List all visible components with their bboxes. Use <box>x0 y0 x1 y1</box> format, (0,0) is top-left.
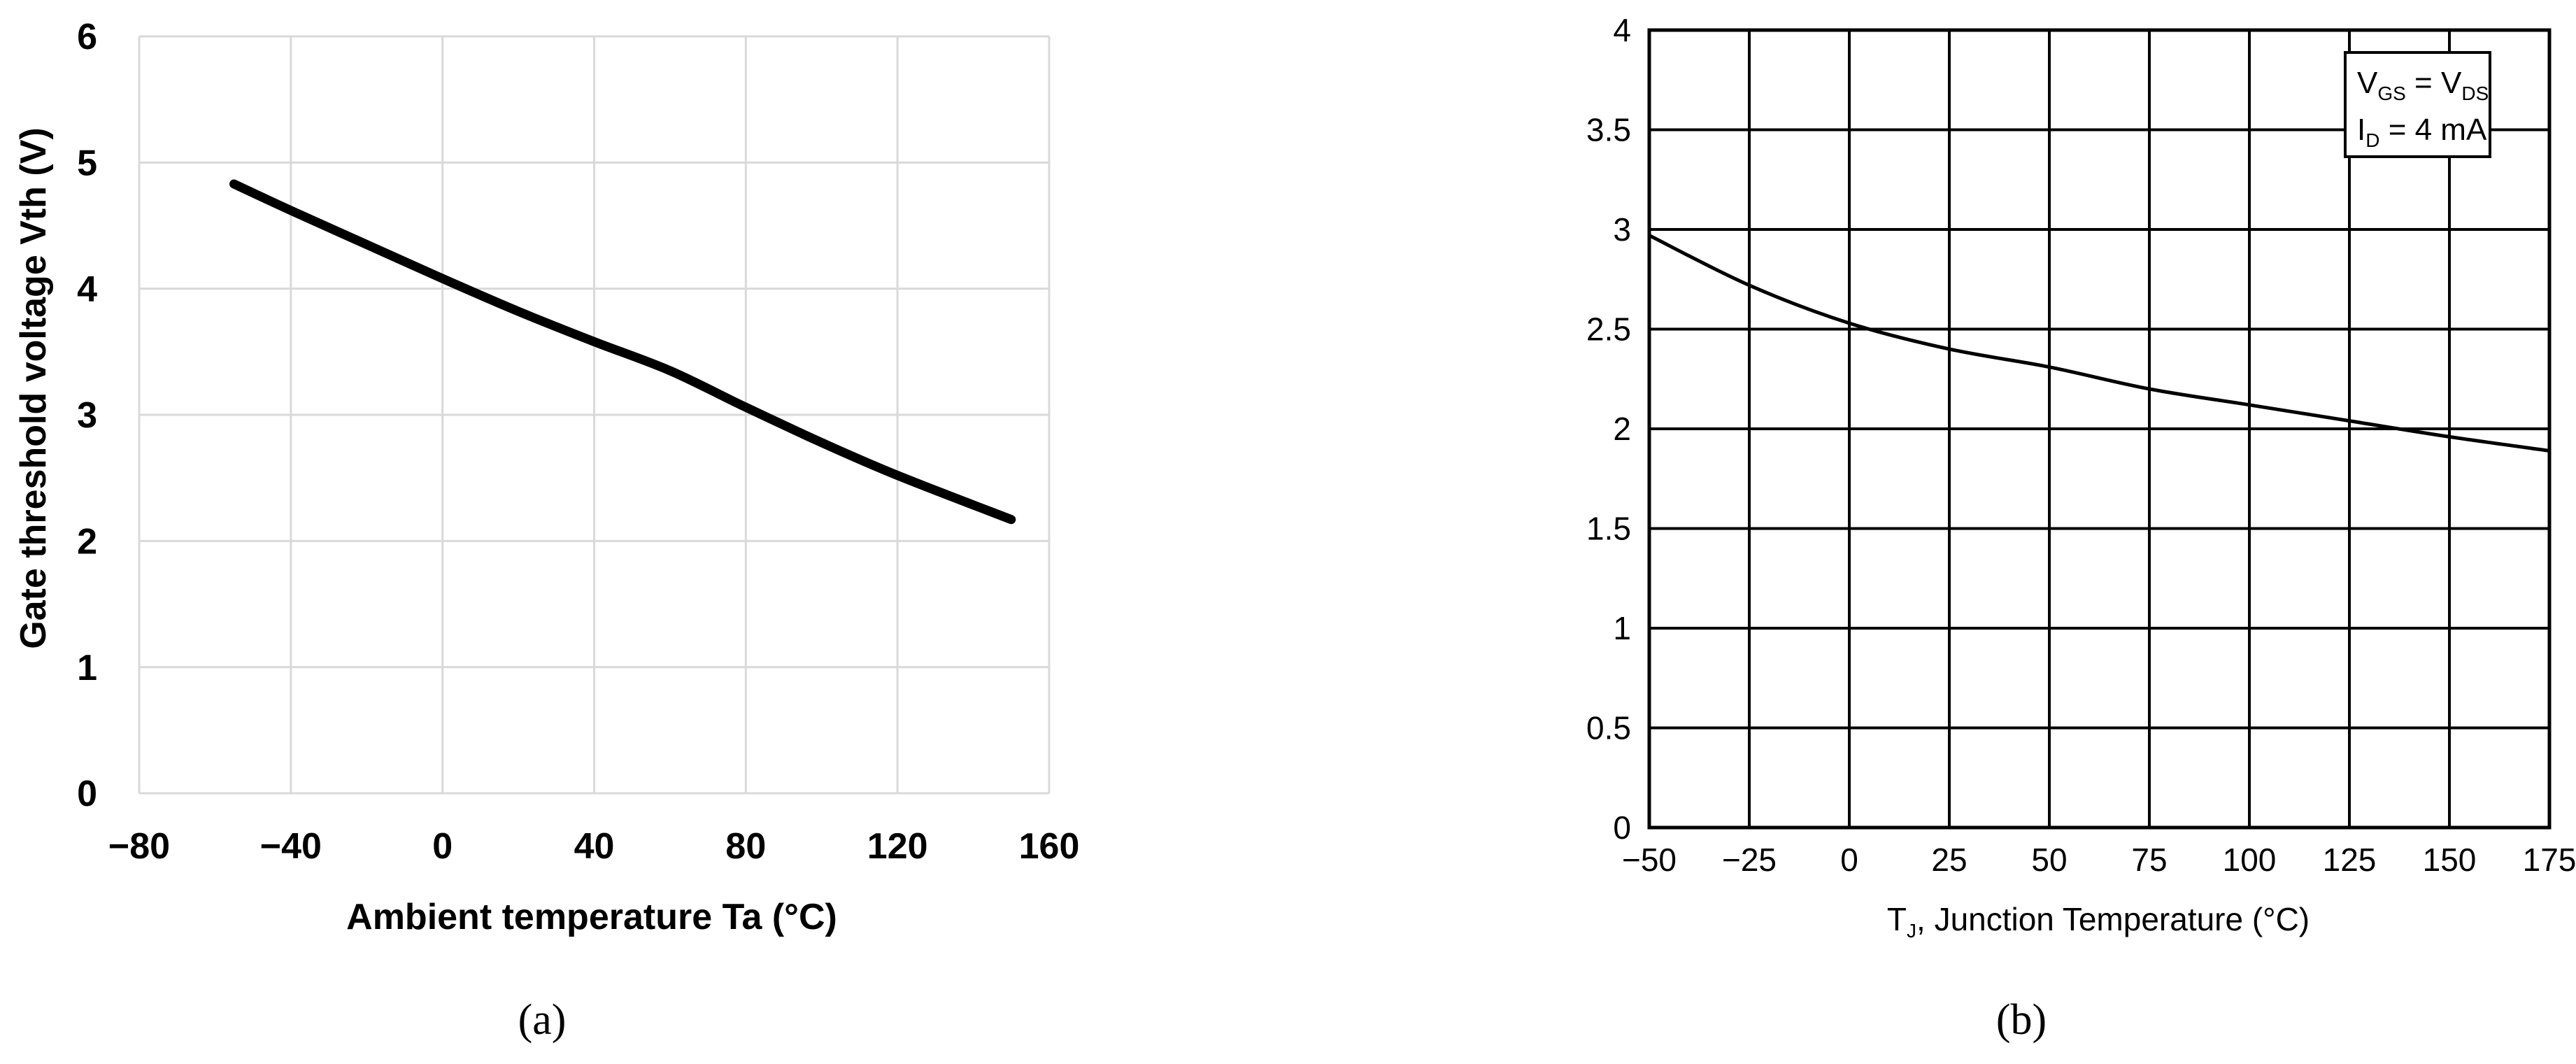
chart-a-y-tick-label: 0 <box>77 774 97 814</box>
chart-a-y-tick-label: 2 <box>77 522 97 562</box>
chart-a-x-tick-label: 0 <box>432 826 453 867</box>
chart-b-y-tick-label: 3 <box>1613 211 1631 248</box>
chart-a-y-tick-labels: 0 1 2 3 4 5 6 <box>77 17 97 814</box>
chart-a-x-tick-label: −40 <box>260 826 322 867</box>
chart-b-annotation-frame <box>2344 51 2491 158</box>
chart-a-x-tick-labels: −80 −40 0 40 80 120 160 <box>108 826 1079 867</box>
chart-b-x-tick-label: −25 <box>1722 842 1777 878</box>
chart-b-y-tick-label: 2 <box>1613 411 1631 447</box>
chart-a-x-tick-label: −80 <box>108 826 170 867</box>
chart-a-panel-label: (a) <box>518 996 567 1044</box>
chart-a-y-axis-label: Gate threshold voltage Vth (V) <box>13 127 54 648</box>
chart-a-series-line <box>229 179 1016 525</box>
chart-b-annotation-box: VGS = VDS ID = 4 mA <box>2344 51 2491 158</box>
chart-b-y-tick-label: 4 <box>1613 12 1631 48</box>
chart-b-x-tick-label: 100 <box>2223 842 2277 878</box>
chart-a-y-tick-label: 1 <box>77 648 97 688</box>
chart-a-x-tick-label: 40 <box>574 826 615 867</box>
chart-a-x-tick-label: 120 <box>867 826 928 867</box>
chart-b-y-tick-label: 0.5 <box>1586 710 1631 746</box>
chart-b-x-tick-labels: −50 −25 0 25 50 75 100 125 150 175 <box>1622 842 2576 878</box>
chart-a-x-tick-label: 80 <box>725 826 766 867</box>
chart-a: 0 1 2 3 4 5 6 −80 −40 0 40 80 120 160 Ambient temper… <box>13 17 1079 1044</box>
chart-b-x-tick-label: 25 <box>1931 842 1967 878</box>
chart-b-x-tick-label: −50 <box>1622 842 1677 878</box>
chart-a-y-tick-label: 6 <box>77 17 97 57</box>
chart-b-y-tick-label: 0 <box>1613 809 1631 846</box>
chart-b: 0 0.5 1 1.5 2 2.5 3 3.5 4 −50 −25 0 25 50 75 100 125 150… <box>1586 12 2576 1044</box>
chart-a-grid <box>138 35 1051 795</box>
chart-b-y-tick-label: 1 <box>1613 610 1631 646</box>
chart-a-y-tick-label: 5 <box>77 143 97 184</box>
chart-b-annotation-line2: ID = 4 mA <box>2357 113 2487 151</box>
chart-b-x-tick-label: 0 <box>1840 842 1858 878</box>
chart-a-y-tick-label: 3 <box>77 395 97 436</box>
chart-b-panel-label: (b) <box>1996 996 2047 1044</box>
chart-b-y-tick-label: 3.5 <box>1586 112 1631 148</box>
chart-b-series-line <box>1647 234 2552 453</box>
chart-b-x-tick-label: 150 <box>2423 842 2477 878</box>
chart-a-y-tick-label: 4 <box>77 269 97 310</box>
chart-b-x-tick-label: 50 <box>2031 842 2067 878</box>
chart-b-y-tick-labels: 0 0.5 1 1.5 2 2.5 3 3.5 4 <box>1586 12 1631 846</box>
chart-b-plot-frame <box>1647 28 2552 830</box>
chart-a-x-axis-label: Ambient temperature Ta (°C) <box>346 897 837 937</box>
chart-a-x-tick-label: 160 <box>1019 826 1080 867</box>
chart-b-x-tick-label: 75 <box>2131 842 2167 878</box>
chart-b-x-axis-label: TJ, Junction Temperature (°C) <box>1887 901 2310 942</box>
chart-b-annotation-line1: VGS = VDS <box>2357 66 2489 104</box>
chart-b-y-tick-label: 2.5 <box>1586 311 1631 348</box>
chart-b-x-tick-label: 175 <box>2523 842 2576 878</box>
chart-b-x-tick-label: 125 <box>2323 842 2377 878</box>
chart-b-y-tick-label: 1.5 <box>1586 511 1631 547</box>
